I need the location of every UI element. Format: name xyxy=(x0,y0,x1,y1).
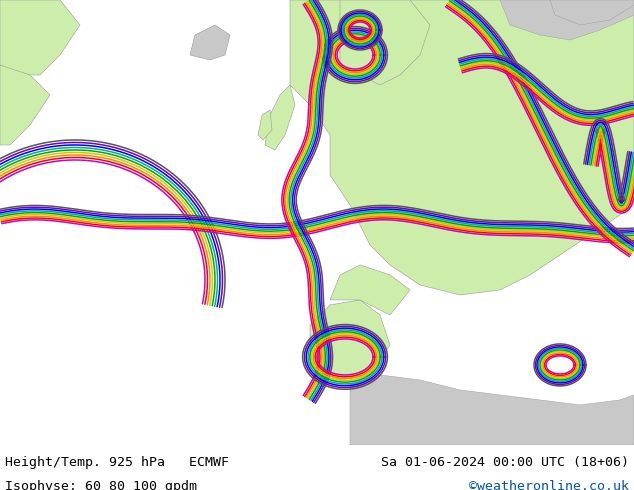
Polygon shape xyxy=(258,110,272,140)
Text: ©weatheronline.co.uk: ©weatheronline.co.uk xyxy=(469,480,629,490)
Polygon shape xyxy=(500,0,634,40)
Polygon shape xyxy=(265,85,295,150)
Polygon shape xyxy=(0,65,50,145)
Polygon shape xyxy=(190,25,230,60)
Polygon shape xyxy=(310,300,390,380)
Text: Height/Temp. 925 hPa   ECMWF: Height/Temp. 925 hPa ECMWF xyxy=(5,456,229,469)
Polygon shape xyxy=(0,0,80,75)
Text: Isophyse: 60 80 100 gpdm: Isophyse: 60 80 100 gpdm xyxy=(5,480,197,490)
Polygon shape xyxy=(550,0,634,25)
Polygon shape xyxy=(330,265,410,315)
Polygon shape xyxy=(340,0,430,85)
Text: Sa 01-06-2024 00:00 UTC (18+06): Sa 01-06-2024 00:00 UTC (18+06) xyxy=(381,456,629,469)
Polygon shape xyxy=(290,0,634,295)
Polygon shape xyxy=(350,375,634,445)
